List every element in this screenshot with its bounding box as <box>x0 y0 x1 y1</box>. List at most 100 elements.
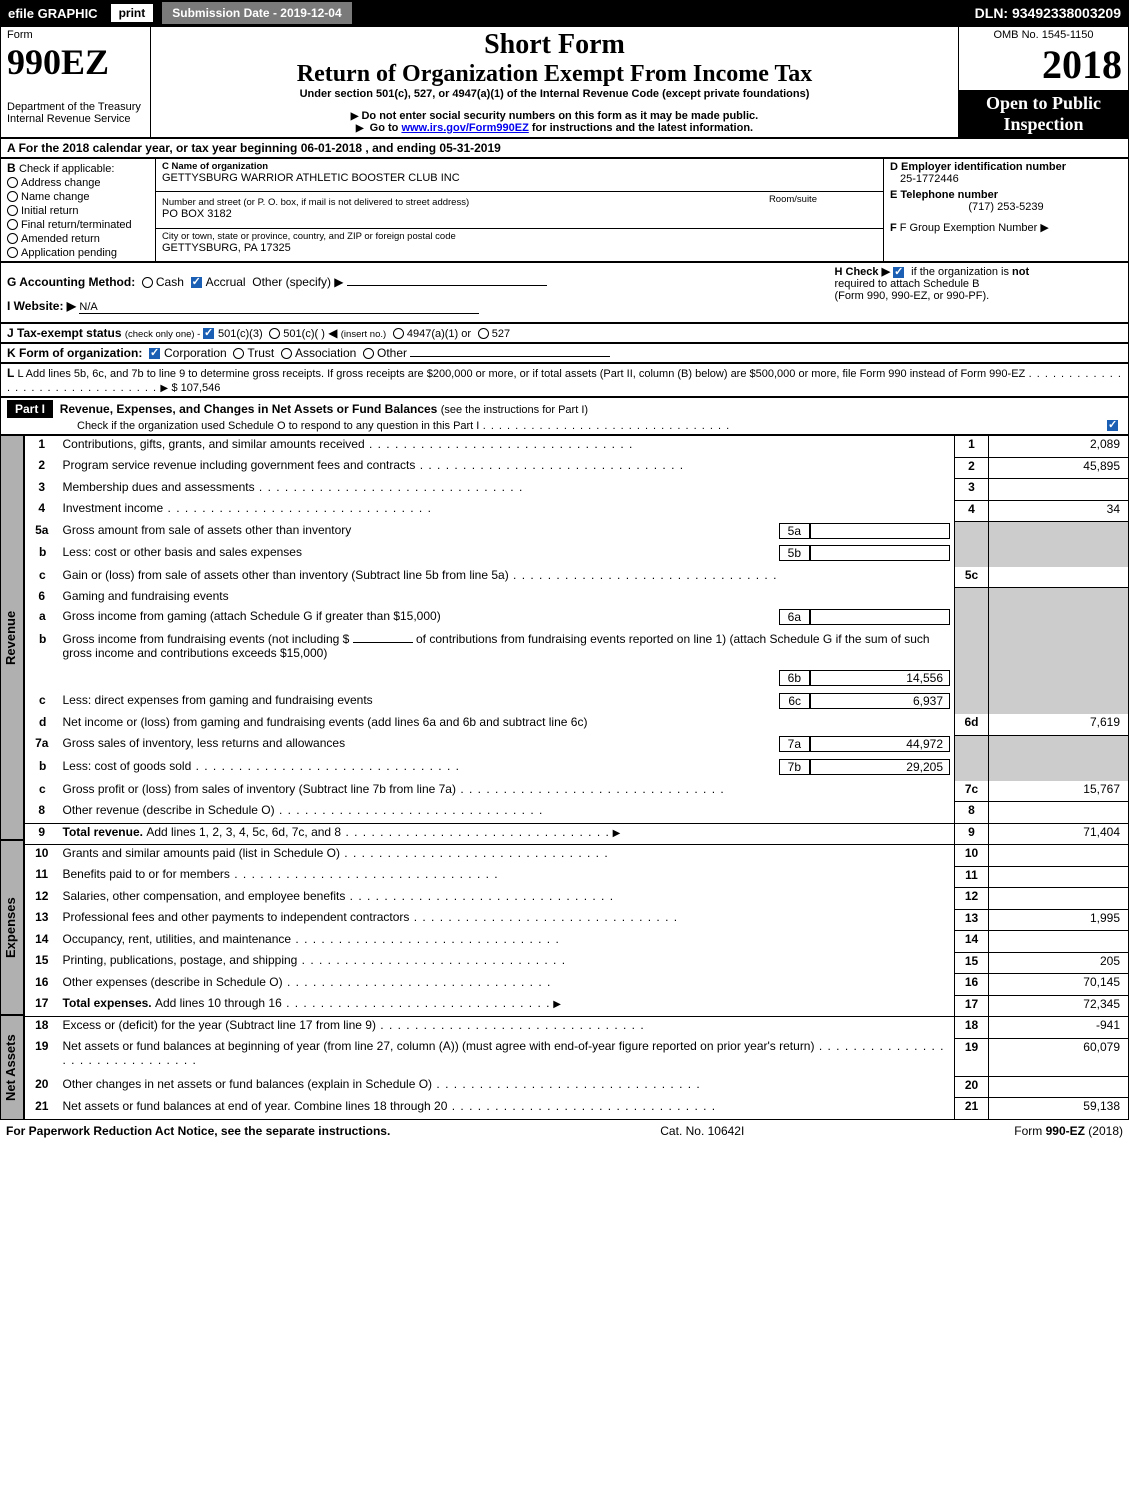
city-label: City or town, state or province, country… <box>162 231 877 242</box>
line-11-desc: Benefits paid to or for members <box>63 867 230 881</box>
line-5b: b Less: cost or other basis and sales ex… <box>25 544 1129 567</box>
h-text: if the organization is <box>911 266 1012 278</box>
irs-link[interactable]: www.irs.gov/Form990EZ <box>401 122 528 134</box>
org-name: GETTYSBURG WARRIOR ATHLETIC BOOSTER CLUB… <box>162 172 877 184</box>
4947-radio[interactable] <box>393 328 404 339</box>
line-18-desc: Excess or (deficit) for the year (Subtra… <box>63 1018 376 1032</box>
insert-no-label: (insert no.) <box>341 329 386 340</box>
other-org-label: Other <box>377 346 407 360</box>
line-6c-val: 6,937 <box>810 693 950 709</box>
line-15-val: 205 <box>989 952 1129 974</box>
other-label: Other (specify) <box>252 275 331 289</box>
line-18: 18 Excess or (deficit) for the year (Sub… <box>25 1017 1129 1039</box>
period-end: 05-31-2019 <box>439 141 500 155</box>
other-specify-field[interactable] <box>347 285 547 286</box>
line-17: 17 Total expenses. Add lines 10 through … <box>25 995 1129 1017</box>
line-15-desc: Printing, publications, postage, and shi… <box>63 953 298 967</box>
501c3-checkbox[interactable] <box>203 328 214 339</box>
line-16: 16 Other expenses (describe in Schedule … <box>25 974 1129 996</box>
line-17-val: 72,345 <box>989 995 1129 1017</box>
part1-label: Part I <box>7 400 53 418</box>
4947-label: 4947(a)(1) or <box>407 328 471 340</box>
527-radio[interactable] <box>478 328 489 339</box>
trust-radio[interactable] <box>233 348 244 359</box>
line-13-desc: Professional fees and other payments to … <box>63 910 410 924</box>
part1-header: Part I Revenue, Expenses, and Changes in… <box>0 397 1129 435</box>
section-i-label: I Website: ▶ <box>7 299 76 313</box>
final-return-radio[interactable] <box>7 219 18 230</box>
arrow-icon: ▶ <box>1040 222 1048 234</box>
h-line3: (Form 990, 990-EZ, or 990-PF). <box>835 290 990 302</box>
line-5a-sublbl: 5a <box>779 523 810 539</box>
trust-label: Trust <box>247 346 274 360</box>
501c-radio[interactable] <box>269 328 280 339</box>
line-18-val: -941 <box>989 1017 1129 1039</box>
line-21-desc: Net assets or fund balances at end of ye… <box>63 1099 448 1113</box>
line-12: 12 Salaries, other compensation, and emp… <box>25 888 1129 910</box>
part1-title: Revenue, Expenses, and Changes in Net As… <box>60 402 438 416</box>
dots <box>365 437 634 451</box>
amended-return-radio[interactable] <box>7 233 18 244</box>
line-11: 11 Benefits paid to or for members 11 <box>25 866 1129 888</box>
line-12-desc: Salaries, other compensation, and employ… <box>63 889 346 903</box>
line-16-desc: Other expenses (describe in Schedule O) <box>63 975 283 989</box>
line-6b-2: 6b 14,556 <box>25 669 1129 692</box>
line-15: 15 Printing, publications, postage, and … <box>25 952 1129 974</box>
line-1-val: 2,089 <box>989 436 1129 458</box>
period-pre: For the 2018 calendar year, or tax year … <box>19 141 301 155</box>
initial-return-label: Initial return <box>21 205 78 217</box>
addr-change-radio[interactable] <box>7 177 18 188</box>
address-value: PO BOX 3182 <box>162 208 877 220</box>
line-2-desc: Program service revenue including govern… <box>63 458 416 472</box>
room-suite-label: Room/suite <box>769 194 877 205</box>
subtitle: Under section 501(c), 527, or 4947(a)(1)… <box>157 88 952 100</box>
goto-post: for instructions and the latest informat… <box>529 122 753 134</box>
initial-return-radio[interactable] <box>7 205 18 216</box>
accrual-checkbox[interactable] <box>191 277 202 288</box>
line-7a: 7a Gross sales of inventory, less return… <box>25 735 1129 758</box>
cash-radio[interactable] <box>142 277 153 288</box>
assoc-radio[interactable] <box>281 348 292 359</box>
efile-graphic-label: efile GRAPHIC <box>0 6 106 21</box>
other-org-field[interactable] <box>410 356 610 357</box>
tax-year: 2018 <box>965 41 1122 88</box>
section-g-label: G Accounting Method: <box>7 275 135 289</box>
submission-date-label: Submission Date - 2019-12-04 <box>162 2 351 24</box>
section-e-label: E Telephone number <box>890 189 1122 201</box>
line-6c-desc: Less: direct expenses from gaming and fu… <box>63 693 780 709</box>
schedule-o-checkbox[interactable] <box>1107 420 1118 431</box>
line-13: 13 Professional fees and other payments … <box>25 909 1129 931</box>
line-5c: c Gain or (loss) from sale of assets oth… <box>25 567 1129 588</box>
addr-change-label: Address change <box>21 177 101 189</box>
line-3-val <box>989 479 1129 501</box>
schedule-b-checkbox[interactable] <box>893 267 904 278</box>
h-line2: required to attach Schedule B <box>835 278 980 290</box>
line-19-val: 60,079 <box>989 1038 1129 1076</box>
line-6c: c Less: direct expenses from gaming and … <box>25 692 1129 715</box>
corp-checkbox[interactable] <box>149 348 160 359</box>
net-assets-tab: Net Assets <box>0 1015 24 1120</box>
line-4: 4 Investment income 4 34 <box>25 500 1129 522</box>
line-2-val: 45,895 <box>989 457 1129 479</box>
line-5b-sublbl: 5b <box>779 545 810 561</box>
k-table: K Form of organization: Corporation Trus… <box>0 343 1129 363</box>
line-16-val: 70,145 <box>989 974 1129 996</box>
app-pending-label: Application pending <box>21 247 117 259</box>
footer-mid: Cat. No. 10642I <box>660 1124 744 1138</box>
line-2: 2 Program service revenue including gove… <box>25 457 1129 479</box>
app-pending-radio[interactable] <box>7 247 18 258</box>
j-table: J Tax-exempt status (check only one) - 5… <box>0 323 1129 343</box>
part1-dots <box>483 420 730 432</box>
omb-number: OMB No. 1545-1150 <box>965 29 1122 41</box>
print-button[interactable]: print <box>110 3 155 23</box>
name-change-radio[interactable] <box>7 191 18 202</box>
main-title: Return of Organization Exempt From Incom… <box>157 61 952 88</box>
line-6a: a Gross income from gaming (attach Sched… <box>25 608 1129 631</box>
other-org-radio[interactable] <box>363 348 374 359</box>
part1-checkline: Check if the organization used Schedule … <box>7 420 479 432</box>
line-8: 8 Other revenue (describe in Schedule O)… <box>25 802 1129 824</box>
accrual-label: Accrual <box>206 275 246 289</box>
open-public-inspection: Open to Public Inspection <box>959 91 1129 138</box>
line-6b-1: b Gross income from fundraising events (… <box>25 631 1129 669</box>
contrib-amount-field[interactable] <box>353 642 413 643</box>
